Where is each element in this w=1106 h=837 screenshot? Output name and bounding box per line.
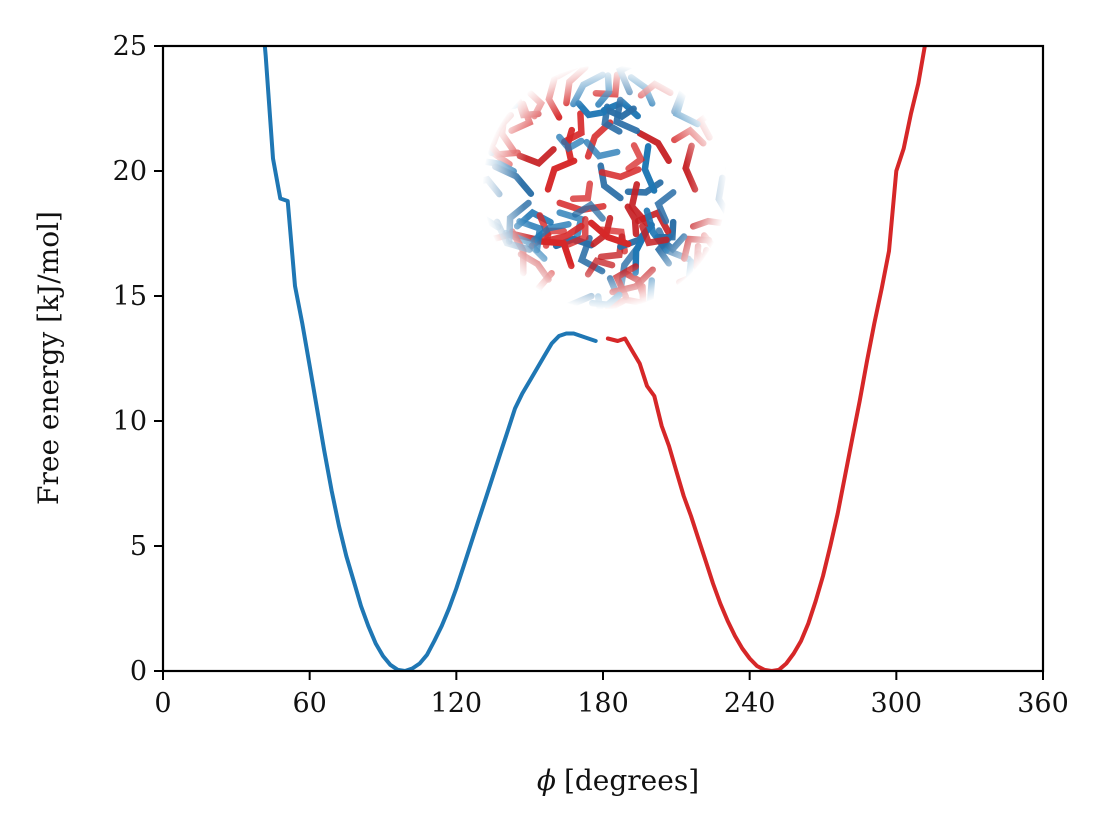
x-tick-label: 360 xyxy=(1017,688,1069,719)
molecule-stick xyxy=(483,91,504,109)
x-tick-label: 60 xyxy=(292,688,326,719)
ticks-layer: 0 60 120 180 240 300 360 0 5 10 15 20 25 xyxy=(113,31,1069,719)
x-tick-label: 120 xyxy=(431,688,483,719)
molecule-stick xyxy=(690,65,715,79)
y-tick-label: 5 xyxy=(130,531,147,562)
y-axis-label: Free energy [kJ/mol] xyxy=(32,211,65,505)
y-tick-label: 15 xyxy=(113,281,147,312)
molecule-stick xyxy=(483,244,505,272)
x-axis-label: ϕ [degrees] xyxy=(537,764,699,797)
y-tick-label: 0 xyxy=(130,656,147,687)
molecule-stick xyxy=(717,65,727,97)
y-tick-label: 20 xyxy=(113,156,147,187)
molecule-stick xyxy=(483,273,505,309)
molecule-stick xyxy=(660,65,688,86)
inset-fade-overlay xyxy=(482,64,728,310)
x-tick-label: 0 xyxy=(154,688,171,719)
series-line-2 xyxy=(605,46,927,671)
x-axis-symbol: ϕ xyxy=(537,764,556,797)
series-layer xyxy=(262,46,927,671)
molecule-stick xyxy=(705,285,727,309)
molecule-stick xyxy=(724,146,727,183)
molecule-stick xyxy=(673,68,710,87)
x-tick-label: 300 xyxy=(871,688,923,719)
y-tick-label: 10 xyxy=(113,406,147,437)
molecule-stick xyxy=(483,94,506,122)
molecule-stick xyxy=(483,65,519,77)
molecule-stick xyxy=(487,65,511,93)
molecule-stick xyxy=(681,284,715,309)
x-tick-label: 180 xyxy=(577,688,629,719)
molecule-stick xyxy=(483,277,489,309)
series-line-1 xyxy=(262,46,598,671)
x-axis-unit: [degrees] xyxy=(564,764,699,797)
molecule-stick xyxy=(681,282,705,309)
molecule-stick xyxy=(695,268,712,308)
y-tick-label: 25 xyxy=(113,31,147,62)
x-tick-label: 240 xyxy=(724,688,776,719)
